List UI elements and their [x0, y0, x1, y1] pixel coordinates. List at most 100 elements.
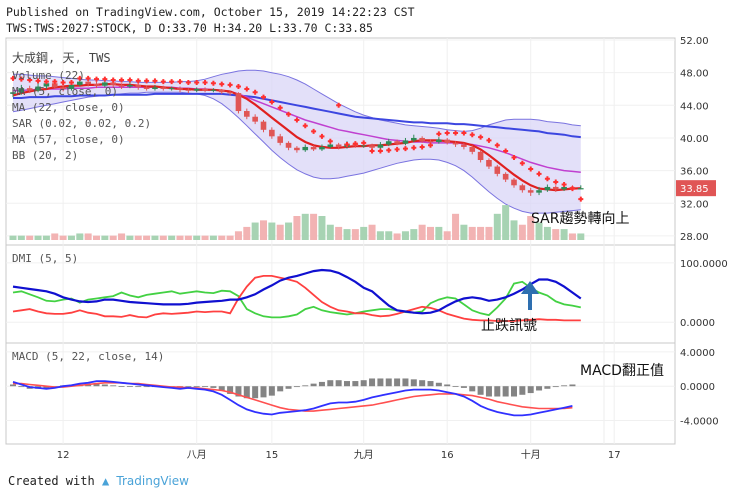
sar-point	[177, 79, 183, 85]
macd-histogram-bar	[469, 386, 476, 392]
volume-bar	[260, 220, 267, 240]
macd-histogram-bar	[118, 386, 125, 388]
created-with-label: Created with	[8, 474, 95, 488]
tradingview-brand[interactable]: TradingView	[116, 474, 189, 488]
sar-point	[269, 99, 275, 105]
volume-bar	[351, 229, 359, 240]
tradingview-logo-icon[interactable]: ▲	[101, 474, 110, 488]
macd-histogram-bar	[485, 386, 492, 397]
macd-label[interactable]: MACD (5, 22, close, 14)	[12, 350, 164, 363]
sar-point	[27, 77, 33, 83]
sar-point	[327, 138, 333, 144]
volume-bar	[118, 233, 126, 240]
macd-histogram-bar	[410, 379, 417, 387]
macd-histogram-bar	[202, 386, 209, 388]
sar-point	[519, 160, 525, 166]
candle-body	[527, 190, 534, 193]
x-tick-label: 15	[265, 450, 278, 461]
candle-body	[385, 141, 392, 145]
indicator-label-sar[interactable]: SAR (0.02, 0.02, 0.2)	[12, 117, 151, 130]
candle-body	[244, 111, 250, 117]
candle-body	[436, 139, 442, 143]
sar-point	[469, 132, 475, 138]
volume-bar	[301, 213, 309, 240]
y-tick-label: 36.00	[680, 167, 709, 178]
sar-point	[544, 176, 550, 182]
volume-bar	[310, 213, 318, 240]
macd-histogram-bar	[285, 386, 292, 389]
sar-point	[419, 144, 425, 150]
candle-body	[552, 186, 559, 190]
volume-bar	[243, 226, 251, 240]
macd-histogram-bar	[536, 386, 543, 391]
macd-histogram-bar	[10, 384, 16, 387]
sar-point	[119, 77, 125, 83]
macd-histogram-bar	[369, 378, 376, 387]
volume-bar	[401, 231, 409, 240]
dmi-label[interactable]: DMI (5, 5)	[12, 252, 78, 265]
volume-bar	[159, 235, 167, 240]
indicator-label-ma22[interactable]: MA (22, close, 0)	[12, 101, 125, 114]
volume-bar	[276, 224, 284, 240]
candle-body	[18, 88, 25, 93]
volume-bar	[84, 233, 92, 240]
macd-histogram-bar	[43, 386, 50, 389]
macd-histogram-bar	[519, 386, 526, 395]
sar-point	[352, 141, 358, 147]
candle-body	[294, 147, 300, 151]
macd-histogram-bar	[527, 386, 534, 394]
dmi-plus-line	[12, 280, 581, 319]
volume-bar	[34, 235, 42, 240]
macd-histogram-bar	[110, 385, 117, 387]
macd-histogram-bar	[126, 386, 133, 388]
sar-point	[503, 148, 509, 154]
candle-body	[519, 185, 526, 191]
volume-bar	[510, 220, 518, 240]
macd-histogram-bar	[268, 386, 275, 396]
sar-point	[344, 141, 350, 147]
indicator-label-ma5[interactable]: MA (5, close, 0)	[12, 85, 118, 98]
annotation-macd: MACD翻正值	[580, 363, 664, 379]
candle-body	[269, 129, 275, 137]
indicator-label-ma57[interactable]: MA (57, close, 0)	[12, 133, 125, 146]
candle-body	[218, 89, 225, 93]
sar-point	[386, 147, 392, 153]
sar-point	[411, 145, 417, 151]
candle-body	[118, 84, 125, 87]
volume-bar	[51, 233, 59, 240]
sar-point	[561, 181, 567, 187]
candle-body	[360, 145, 367, 147]
macd-histogram-bar	[335, 380, 342, 387]
volume-bar	[26, 235, 34, 240]
candle-body	[177, 88, 183, 90]
volume-bar	[293, 216, 301, 240]
x-tick-label: 八月	[187, 449, 207, 461]
sar-point	[453, 130, 459, 136]
volume-bar	[42, 235, 50, 240]
candle-body	[578, 188, 584, 190]
sar-point	[169, 79, 175, 85]
indicator-label-bb[interactable]: BB (20, 2)	[12, 149, 78, 162]
volume-bar	[535, 222, 543, 240]
footer: Created with ▲ TradingView	[8, 474, 189, 488]
macd-histogram-bar	[435, 382, 442, 387]
macd-histogram-bar	[419, 380, 426, 387]
macd-histogram-bar	[385, 378, 392, 387]
volume-bar	[418, 224, 426, 240]
x-tick-label: 17	[608, 450, 621, 461]
volume-bar	[326, 224, 334, 240]
y-tick-label: 0.0000	[680, 318, 715, 329]
indicator-label-volume[interactable]: Volume (22)	[12, 69, 85, 82]
sar-point	[569, 186, 575, 192]
candle-body	[260, 121, 267, 130]
volume-bar	[218, 235, 226, 240]
candle-body	[93, 84, 100, 86]
volume-bar	[527, 216, 535, 240]
volume-bar	[93, 235, 100, 240]
sar-point	[377, 148, 383, 154]
candle-body	[411, 137, 417, 141]
macd-histogram-bar	[227, 386, 234, 394]
macd-histogram-bar	[477, 386, 484, 395]
candle-body	[511, 179, 517, 186]
